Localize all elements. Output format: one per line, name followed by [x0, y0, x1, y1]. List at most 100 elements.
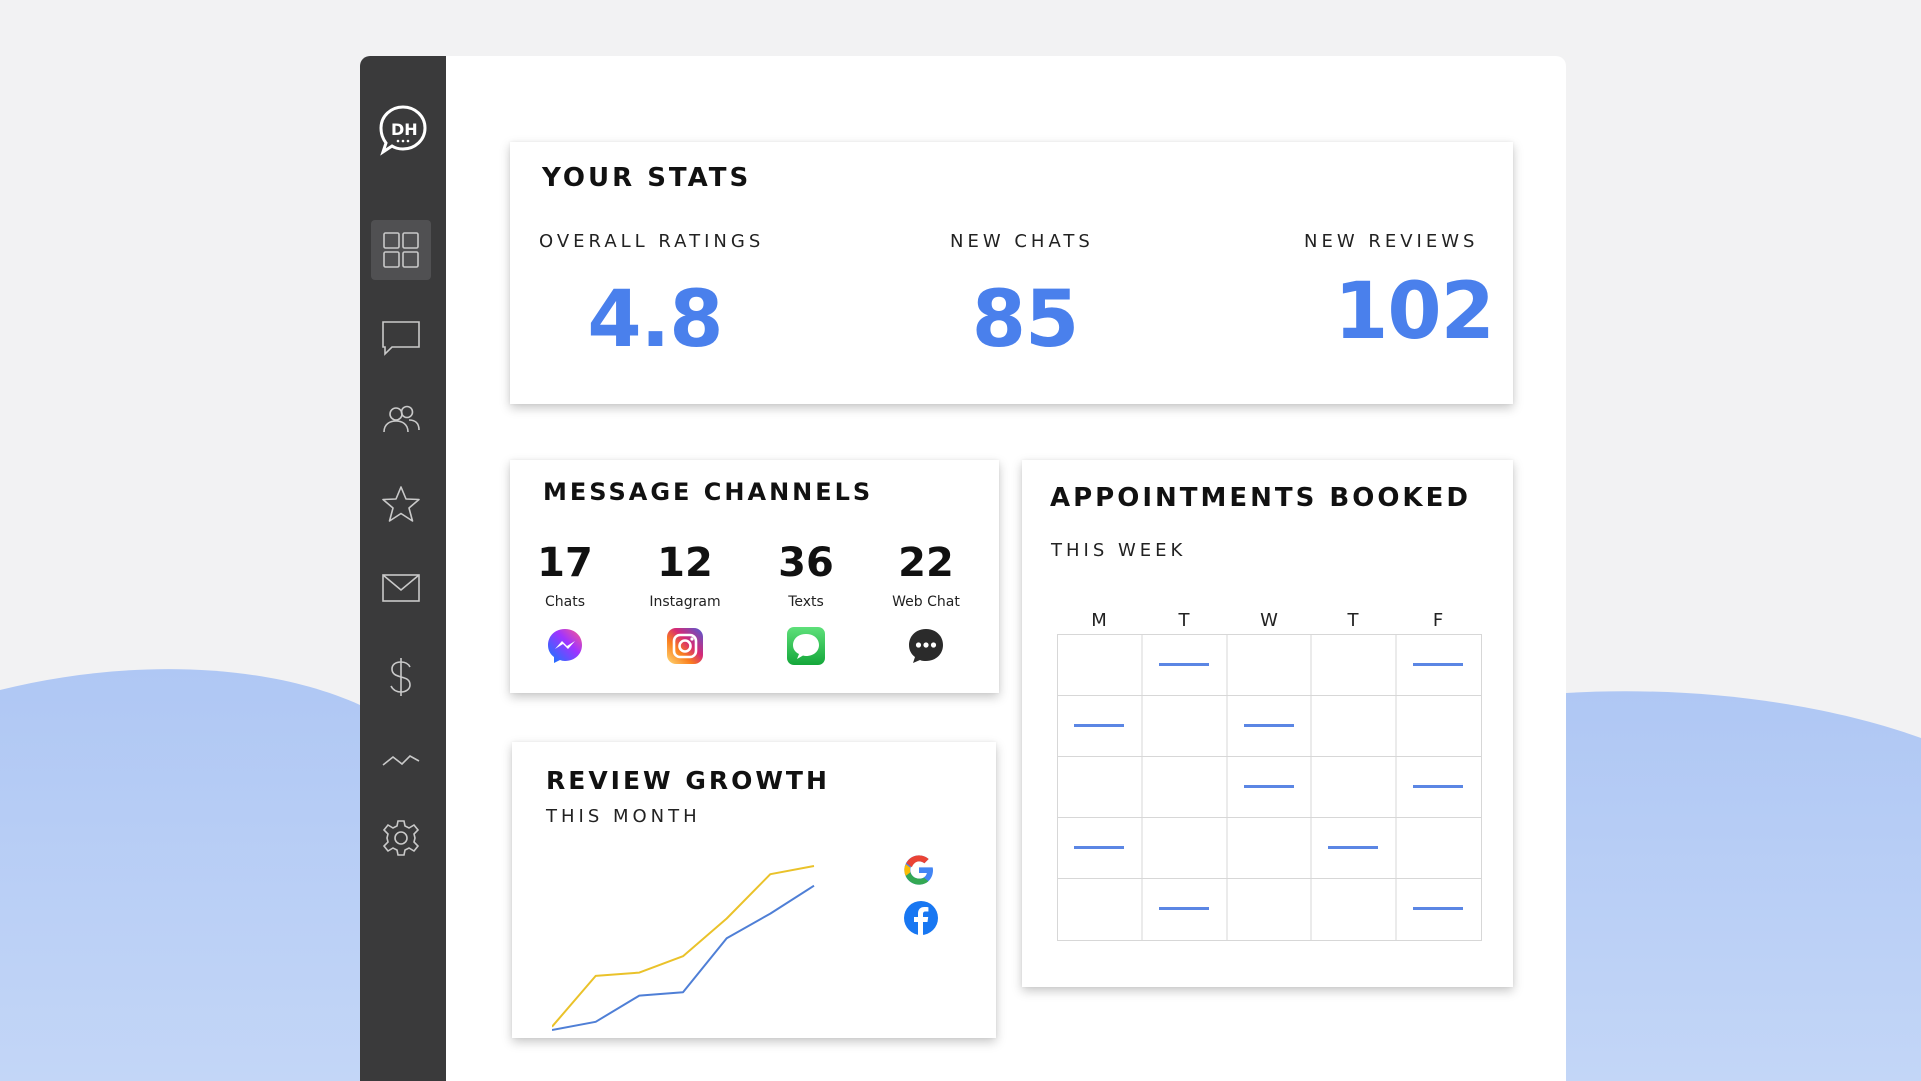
channel-texts[interactable]: 36 Texts: [751, 540, 861, 666]
appointment-marker: [1413, 907, 1463, 910]
calendar-cell[interactable]: [1057, 817, 1141, 878]
dashboard-icon: [383, 232, 419, 268]
sidebar-item-reviews[interactable]: [371, 474, 431, 534]
users-icon: [383, 405, 420, 433]
message-channels-card: MESSAGE CHANNELS 17 Chats 12 Instagram 3…: [510, 460, 999, 693]
calendar-cell[interactable]: [1057, 695, 1141, 756]
calendar-cell[interactable]: [1396, 695, 1480, 756]
messenger-icon: [548, 629, 582, 663]
calendar-grid: [1057, 634, 1482, 941]
sidebar-item-billing[interactable]: [371, 647, 431, 707]
calendar-cell[interactable]: [1311, 756, 1395, 817]
appointment-marker: [1328, 846, 1378, 849]
facebook-review-line: [552, 884, 815, 1031]
appointment-marker: [1159, 907, 1209, 910]
appointment-marker: [1159, 663, 1209, 666]
google-icon: [904, 855, 933, 885]
calendar-day-label: T: [1178, 610, 1190, 631]
calendar-cell[interactable]: [1057, 756, 1141, 817]
calendar-cell[interactable]: [1311, 634, 1395, 695]
star-icon: [382, 486, 420, 522]
sidebar-item-settings[interactable]: [371, 808, 431, 868]
calendar-cell[interactable]: [1311, 817, 1395, 878]
channel-count: 12: [657, 540, 713, 586]
calendar-cell[interactable]: [1396, 756, 1480, 817]
calendar-cell[interactable]: [1057, 634, 1141, 695]
calendar-cell[interactable]: [1227, 878, 1311, 939]
calendar-cell[interactable]: [1142, 634, 1226, 695]
calendar-cell[interactable]: [1142, 756, 1226, 817]
dollar-icon: [390, 658, 411, 696]
calendar-cell[interactable]: [1227, 756, 1311, 817]
new-reviews-label: NEW REVIEWS: [1304, 231, 1479, 252]
calendar-day-label: M: [1091, 610, 1107, 631]
logo-text: DH: [391, 120, 418, 139]
overall-ratings-label: OVERALL RATINGS: [539, 231, 765, 252]
appointment-marker: [1074, 724, 1124, 727]
logo-icon[interactable]: DH: [377, 103, 429, 157]
imessage-icon: [787, 627, 825, 665]
appointment-marker: [1244, 785, 1294, 788]
review-growth-title: REVIEW GROWTH: [546, 766, 830, 795]
channel-instagram[interactable]: 12 Instagram: [630, 540, 740, 666]
calendar-day-label: F: [1432, 610, 1444, 631]
appointments-card: APPOINTMENTS BOOKED THIS WEEK M T W T F: [1022, 460, 1513, 987]
calendar-cell[interactable]: [1142, 695, 1226, 756]
sidebar: DH: [360, 56, 446, 1081]
channel-chats[interactable]: 17 Chats: [510, 540, 620, 666]
calendar-cell[interactable]: [1227, 695, 1311, 756]
appointments-title: APPOINTMENTS BOOKED: [1050, 483, 1471, 513]
message-channels-title: MESSAGE CHANNELS: [543, 478, 874, 506]
sidebar-item-chats[interactable]: [371, 307, 431, 367]
calendar-cell[interactable]: [1057, 878, 1141, 939]
new-reviews-value: 102: [1334, 267, 1495, 357]
app-window: DH: [360, 56, 1566, 1081]
calendar-cell[interactable]: [1142, 817, 1226, 878]
new-chats-label: NEW CHATS: [950, 231, 1094, 252]
appointment-marker: [1413, 663, 1463, 666]
facebook-icon: [904, 901, 938, 935]
channel-label: Texts: [788, 594, 824, 610]
calendar-cell[interactable]: [1142, 878, 1226, 939]
sidebar-item-contacts[interactable]: [371, 390, 431, 450]
chat-icon: [382, 321, 420, 356]
appointment-marker: [1413, 785, 1463, 788]
channel-label: Web Chat: [892, 594, 960, 610]
stats-title: YOUR STATS: [542, 163, 752, 193]
appointments-subtitle: THIS WEEK: [1051, 540, 1187, 561]
channel-label: Chats: [544, 594, 585, 610]
google-review-line: [552, 865, 815, 1028]
channel-count: 36: [778, 540, 834, 586]
sidebar-item-mail[interactable]: [371, 558, 431, 618]
calendar-cell[interactable]: [1227, 817, 1311, 878]
stats-card: YOUR STATS OVERALL RATINGS NEW CHATS NEW…: [510, 142, 1513, 404]
overall-ratings-value: 4.8: [587, 275, 723, 365]
sidebar-item-analytics[interactable]: [371, 730, 431, 790]
calendar-day-label: T: [1347, 610, 1359, 631]
calendar-cell[interactable]: [1311, 878, 1395, 939]
channel-label: Instagram: [649, 594, 721, 610]
appointment-marker: [1244, 724, 1294, 727]
calendar-cell[interactable]: [1396, 817, 1480, 878]
channel-web-chat[interactable]: 22 Web Chat: [871, 540, 981, 666]
calendar-cell[interactable]: [1396, 878, 1480, 939]
calendar-day-label: W: [1260, 610, 1278, 631]
instagram-icon: [667, 628, 703, 664]
calendar-cell[interactable]: [1396, 634, 1480, 695]
gear-icon: [382, 820, 420, 856]
new-chats-value: 85: [971, 275, 1080, 365]
appointment-marker: [1074, 846, 1124, 849]
review-growth-card: REVIEW GROWTH THIS MONTH: [512, 742, 996, 1038]
review-growth-subtitle: THIS MONTH: [546, 806, 701, 827]
review-growth-chart: [552, 865, 815, 1031]
trend-icon: [382, 755, 420, 766]
channel-count: 17: [537, 540, 593, 586]
calendar-cell[interactable]: [1311, 695, 1395, 756]
mail-icon: [382, 574, 420, 602]
webchat-icon: [909, 629, 943, 663]
channel-count: 22: [898, 540, 954, 586]
calendar-cell[interactable]: [1227, 634, 1311, 695]
sidebar-item-dashboard[interactable]: [371, 220, 431, 280]
